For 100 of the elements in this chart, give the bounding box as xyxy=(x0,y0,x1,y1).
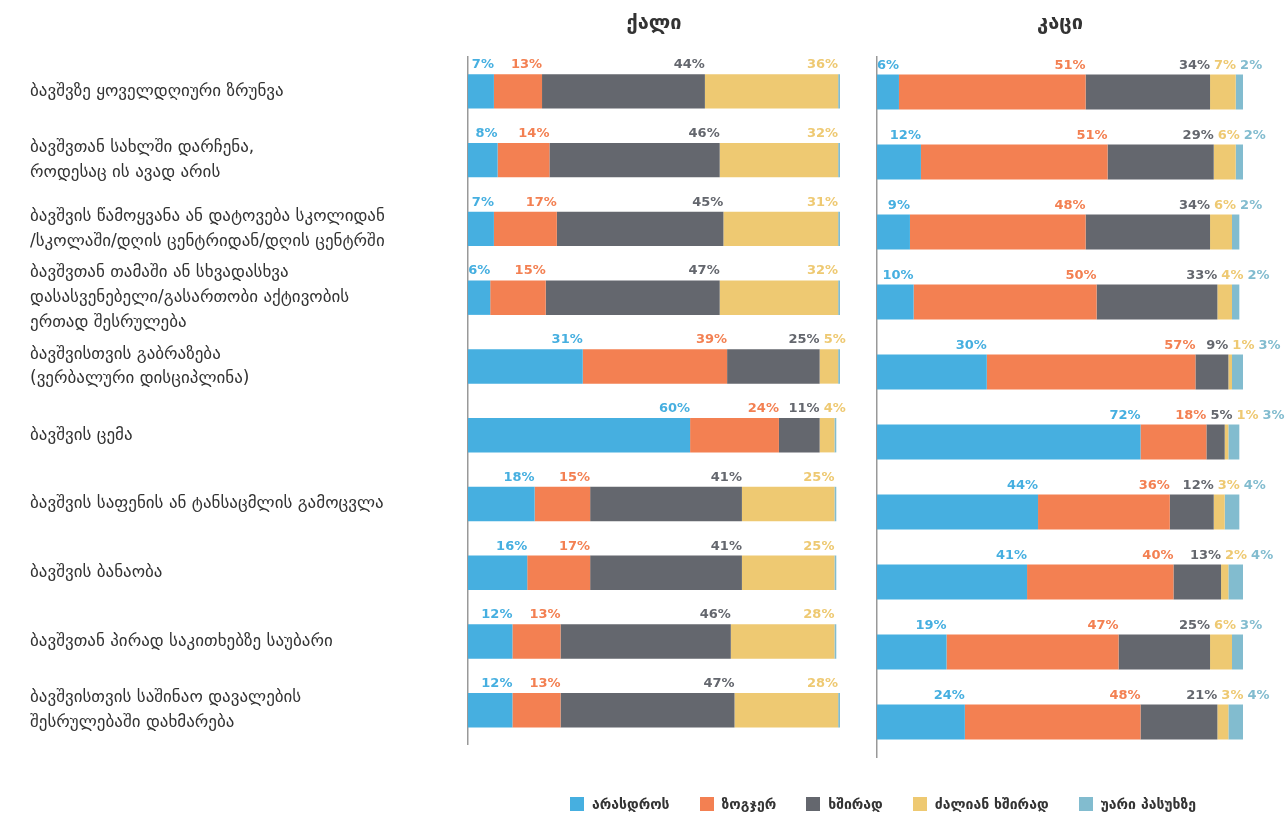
bar xyxy=(877,634,947,670)
bar xyxy=(534,486,591,522)
bar xyxy=(719,280,839,315)
data-label: 5% xyxy=(823,331,846,347)
bar xyxy=(468,624,513,659)
data-label: 34% xyxy=(1178,196,1211,212)
data-label: 29% xyxy=(1182,126,1214,142)
bar xyxy=(734,693,839,728)
data-label: 13% xyxy=(1189,546,1222,562)
data-label: 4% xyxy=(1243,476,1266,492)
data-label: 9% xyxy=(887,196,910,212)
data-label: 41% xyxy=(710,537,742,553)
data-label: 39% xyxy=(695,331,728,347)
data-label: 2% xyxy=(1225,546,1248,562)
bar xyxy=(1232,354,1243,390)
bar xyxy=(1173,564,1222,600)
bar xyxy=(1169,494,1214,530)
data-label: 7% xyxy=(471,56,494,72)
data-label: 46% xyxy=(699,606,731,622)
bar xyxy=(1118,634,1211,670)
data-label: 7% xyxy=(1214,56,1237,72)
data-label: 5% xyxy=(1210,406,1233,422)
bar xyxy=(819,349,839,384)
bar xyxy=(560,693,735,728)
y-tick-label: ბავშვის წამოყვანა ან დატოვება სკოლიდან /სკოლაში/დღის ცენტრიდან/დღის ცენტრში xyxy=(30,205,385,250)
bar xyxy=(877,214,910,250)
bar xyxy=(512,693,561,728)
y-tick-label: ბავშვთან პირად საკითხებზე საუბარი xyxy=(30,629,333,650)
data-label: 25% xyxy=(803,468,835,484)
data-label: 19% xyxy=(915,616,947,632)
data-label: 4% xyxy=(1251,546,1274,562)
data-label: 9% xyxy=(1206,336,1229,352)
bar xyxy=(1228,564,1243,600)
bar xyxy=(1096,284,1218,320)
bar xyxy=(556,211,724,247)
bar xyxy=(1210,74,1236,110)
bar xyxy=(986,354,1196,390)
bar xyxy=(468,349,583,384)
bar xyxy=(741,555,835,590)
data-label: 44% xyxy=(1006,476,1039,492)
bar xyxy=(1232,284,1240,320)
legend-label: ძალიან ხშირად xyxy=(933,796,1049,812)
data-label: 4% xyxy=(1247,686,1270,702)
data-label: 45% xyxy=(692,193,724,209)
data-label: 6% xyxy=(468,262,491,278)
data-label: 50% xyxy=(1065,266,1097,282)
y-tick-label: ბავშვის ბანაობა xyxy=(30,561,163,582)
data-label: 13% xyxy=(529,675,561,691)
bar xyxy=(1224,494,1240,530)
data-label: 31% xyxy=(807,193,839,209)
bar xyxy=(590,555,742,590)
bar xyxy=(741,486,835,522)
legend-label: არასდროს xyxy=(591,796,670,812)
data-label: 30% xyxy=(955,336,987,352)
data-label: 28% xyxy=(803,606,835,622)
data-label: 3% xyxy=(1258,336,1281,352)
data-label: 3% xyxy=(1221,686,1244,702)
bar xyxy=(778,418,820,453)
bar xyxy=(1235,144,1243,180)
data-label: 31% xyxy=(551,331,583,347)
data-label: 6% xyxy=(876,56,899,72)
bar xyxy=(1217,704,1229,740)
data-label: 40% xyxy=(1142,546,1174,562)
data-label: 24% xyxy=(933,686,965,702)
data-label: 47% xyxy=(688,262,720,278)
bar xyxy=(1140,704,1218,740)
bar xyxy=(545,280,720,315)
data-label: 17% xyxy=(559,537,591,553)
legend-label: ზოგჯერ xyxy=(720,796,777,812)
data-label: 32% xyxy=(807,262,839,278)
data-label: 24% xyxy=(747,400,779,416)
bar xyxy=(497,142,550,178)
data-label: 16% xyxy=(496,537,528,553)
bar xyxy=(913,284,1097,320)
data-label: 25% xyxy=(803,537,835,553)
bar xyxy=(1206,424,1225,460)
bar xyxy=(1228,354,1233,390)
bar xyxy=(877,424,1141,460)
data-label: 72% xyxy=(1109,406,1141,422)
bar xyxy=(493,74,543,109)
data-label: 14% xyxy=(518,124,550,140)
y-tick-label: ბავშვისთვის გაბრაზება (ვერბალური დისციპლინა) xyxy=(30,342,250,388)
data-label: 3% xyxy=(1262,406,1285,422)
y-tick-label: ბავშვის ცემა xyxy=(30,423,133,444)
bar xyxy=(909,214,1086,250)
data-label: 46% xyxy=(688,124,720,140)
data-label: 6% xyxy=(1214,196,1237,212)
bar xyxy=(1195,354,1229,390)
bar xyxy=(898,74,1086,110)
data-label: 51% xyxy=(1054,56,1086,72)
bar xyxy=(1085,74,1211,110)
data-label: 28% xyxy=(807,675,839,691)
bar xyxy=(964,704,1141,740)
data-label: 33% xyxy=(1186,266,1218,282)
bar xyxy=(468,418,691,453)
data-label: 12% xyxy=(889,126,921,142)
bar xyxy=(590,486,742,522)
chart-title: ქალი xyxy=(626,10,682,35)
data-label: 21% xyxy=(1186,686,1218,702)
bar xyxy=(582,349,728,384)
